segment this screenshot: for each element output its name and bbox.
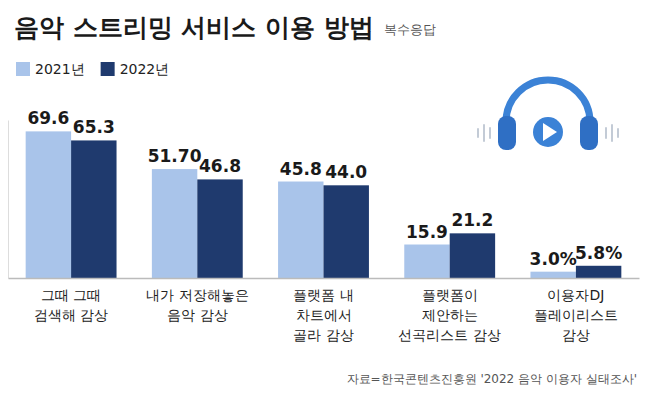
y-axis-line — [8, 121, 9, 279]
icon-wave — [617, 129, 619, 137]
bar — [197, 179, 242, 278]
data-label: 46.8 — [199, 156, 241, 176]
x-tick-label-line: 그때 그때 — [41, 287, 101, 303]
x-tick-label-line: 플레이리스트 — [534, 307, 618, 323]
x-tick-label-line: 내가 저장해놓은 — [146, 287, 248, 303]
x-tick-label-line: 플랫폼 내 — [293, 287, 353, 303]
icon-wave — [611, 125, 613, 141]
data-label: 21.2 — [451, 210, 493, 230]
x-tick-label-line: 음악 감상 — [167, 307, 227, 323]
bar — [324, 185, 369, 278]
legend-item: 2021년 — [16, 61, 85, 77]
legend-item: 2022년 — [101, 61, 170, 77]
data-label: 44.0 — [325, 162, 367, 182]
legend-label: 2022년 — [120, 61, 170, 77]
x-axis: 그때 그때검색해 감상내가 저장해놓은음악 감상플랫폼 내차트에서골라 감상플랫… — [9, 278, 640, 343]
x-tick: 플랫폼이제안하는선곡리스트 감상 — [398, 278, 500, 343]
y-axis — [8, 121, 10, 279]
bar — [152, 169, 197, 278]
x-tick-label-line: 선곡리스트 감상 — [398, 327, 500, 343]
bar — [278, 182, 323, 278]
bar — [530, 272, 575, 278]
data-label: 51.70 — [148, 146, 202, 166]
title: 음악 스트리밍 서비스 이용 방법 — [14, 13, 374, 42]
data-label: 15.9 — [406, 222, 448, 242]
icon-wave — [489, 128, 491, 138]
icon-play-bg — [533, 117, 563, 147]
x-tick: 그때 그때검색해 감상 — [34, 278, 108, 323]
x-tick-label: 그때 그때검색해 감상 — [34, 287, 108, 323]
x-tick: 이용자DJ 플레이리스트감상 — [534, 278, 618, 343]
x-tick-label-line: 플랫폼이 — [422, 287, 478, 303]
data-label: 69.6 — [27, 108, 69, 128]
x-tick-label-line: 이용자DJ — [547, 287, 604, 303]
bar — [404, 245, 449, 278]
legend-swatch — [16, 62, 30, 76]
icon-wave — [605, 128, 607, 138]
data-label: 65.3 — [73, 117, 115, 137]
data-label: 45.8 — [280, 159, 322, 179]
bar — [450, 233, 495, 278]
x-tick-label: 이용자DJ 플레이리스트감상 — [534, 287, 618, 343]
x-tick-label-line: 검색해 감상 — [34, 307, 108, 323]
x-tick: 플랫폼 내차트에서골라 감상 — [293, 278, 353, 343]
legend-label: 2021년 — [35, 61, 85, 77]
icon-wave — [477, 129, 479, 137]
x-axis-line — [9, 278, 640, 280]
x-tick-label: 내가 저장해놓은음악 감상 — [146, 287, 248, 323]
x-tick: 내가 저장해놓은음악 감상 — [146, 278, 248, 323]
x-tick-label-line: 제안하는 — [422, 307, 478, 323]
bar — [576, 266, 621, 278]
data-label: 3.0% — [530, 249, 577, 269]
chart: 음악 스트리밍 서비스 이용 방법 복수응답 2021년 2022년 69.6 51.70… — [0, 0, 647, 393]
x-tick-label-line: 골라 감상 — [293, 327, 353, 343]
icon-cup — [580, 116, 598, 150]
icon-play — [543, 123, 557, 141]
bar — [26, 131, 71, 278]
bars — [26, 131, 622, 278]
x-tick-label-line: 감상 — [562, 327, 590, 343]
subtitle: 복수응답 — [384, 22, 436, 37]
x-tick-label-line: 차트에서 — [296, 307, 352, 323]
icon-wave — [483, 125, 485, 141]
icon-cup — [498, 116, 516, 150]
bar — [71, 140, 116, 278]
data-labels: 69.6 51.70 45.8 15.9 3.0% 65.3 46.8 44.0 21.2 5.8… — [27, 108, 622, 268]
icon-band — [506, 80, 590, 122]
source: 자료=한국콘텐츠진흥원 '2022 음악 이용자 실태조사' — [347, 372, 637, 386]
legend-swatch — [101, 62, 115, 76]
icon — [478, 80, 618, 150]
data-label: 5.8% — [575, 243, 622, 263]
x-tick-label: 플랫폼이제안하는선곡리스트 감상 — [398, 287, 500, 343]
x-tick-label: 플랫폼 내차트에서골라 감상 — [293, 287, 353, 343]
